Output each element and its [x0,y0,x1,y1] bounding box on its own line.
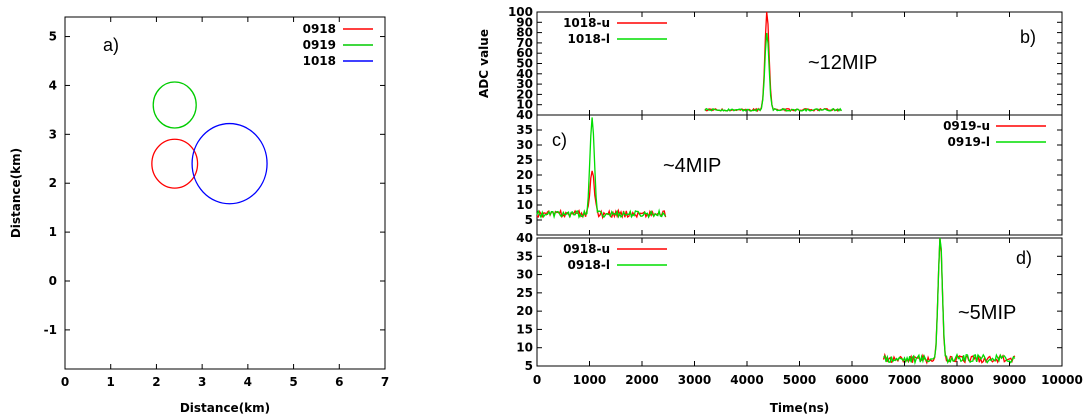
y-tick-label: -1 [44,323,57,337]
y-tick-label: 100 [508,5,533,19]
x-tick-label: 7 [381,375,389,389]
y-tick-label: 35 [516,123,533,137]
y-tick-label: 40 [516,231,533,245]
x-tick-label: 7000 [888,373,921,387]
y-tick-label: 1 [49,225,57,239]
panel-label: a) [103,35,119,55]
circle-1018 [191,122,268,205]
circle-0918 [151,138,199,189]
legend-label: 0919-l [948,135,991,149]
plot-frame [64,16,386,370]
y-tick-label: 70 [516,36,533,50]
y-tick-label: 20 [516,304,533,318]
x-axis-label: Distance(km) [180,401,270,415]
y-tick-label: 3 [49,127,57,141]
waveform-1018-l [704,32,843,112]
x-tick-label: 0 [61,375,69,389]
x-tick-label: 2000 [625,373,658,387]
y-tick-label: 30 [516,77,533,91]
legend-label: 0918-u [563,242,610,256]
y-tick-label: 25 [516,286,533,300]
x-tick-label: 10000 [1041,373,1083,387]
y-tick-label: 80 [516,26,533,40]
mip-annotation: ~4MIP [663,155,721,177]
y-tick-label: 10 [516,98,533,112]
legend-label: 1018-u [563,16,610,30]
x-tick-label: 3000 [678,373,711,387]
y-tick-label: 15 [516,322,533,336]
legend-label: 0918 [303,22,336,36]
waveform-0918-u [882,237,1016,365]
panel-label: d) [1016,248,1032,268]
y-tick-label: 5 [525,213,533,227]
y-axis-label: ADC value [477,29,491,98]
x-tick-label: 8000 [940,373,973,387]
x-tick-label: 1000 [573,373,606,387]
waveform-0919-l [536,117,667,220]
legend-label: 0919-u [943,119,990,133]
y-tick-label: 2 [49,176,57,190]
y-tick-label: 5 [525,359,533,373]
mip-annotation: ~5MIP [958,302,1016,324]
y-tick-label: 40 [516,67,533,81]
waveform-0919-u [536,170,667,220]
legend-label: 0918-l [568,258,611,272]
x-tick-label: 0 [533,373,541,387]
x-tick-label: 1 [107,375,115,389]
y-tick-label: 30 [516,268,533,282]
map-panel: 0 1 2 3 4 5 6 7 -1 0 1 2 3 4 5 Distance(km) Distance(km)… [9,16,389,415]
plot-frame [536,11,1063,116]
x-tick-label: 6 [335,375,343,389]
y-tick-label: 5 [49,30,57,44]
legend-label: 0919 [303,38,336,52]
y-tick-label: 90 [516,15,533,29]
x-tick-label: 5 [289,375,297,389]
y-axis-label: Distance(km) [9,148,23,238]
y-tick-label: 25 [516,153,533,167]
panel-label: c) [552,130,567,150]
plot-frame [536,114,1063,236]
y-tick-label: 35 [516,249,533,263]
x-tick-label: 9000 [993,373,1026,387]
y-tick-label: 40 [516,108,533,122]
x-tick-label: 4 [244,375,252,389]
panel-label: b) [1020,27,1036,47]
adc-panel-0918: 5 10 15 20 25 30 35 40 0 1000 2000 3000 4000 5000 6000… [516,231,1083,415]
mip-annotation: ~12MIP [808,52,877,74]
legend-label: 1018-l [568,32,611,46]
y-tick-label: 50 [516,57,533,71]
y-tick-label: 0 [49,274,57,288]
y-tick-label: 20 [516,168,533,182]
y-tick-label: 30 [516,138,533,152]
x-axis-label: Time(ns) [770,401,830,415]
x-tick-label: 5000 [783,373,816,387]
y-tick-label: 15 [516,183,533,197]
x-tick-label: 2 [152,375,160,389]
y-tick-label: 20 [516,87,533,101]
y-tick-label: 10 [516,341,533,355]
y-tick-label: 4 [49,78,57,92]
x-tick-label: 4000 [730,373,763,387]
x-tick-label: 3 [198,375,206,389]
circle-0919 [152,81,197,129]
waveform-0918-l [883,237,1016,366]
y-tick-label: 10 [516,198,533,212]
x-tick-label: 6000 [835,373,868,387]
legend-label: 1018 [303,54,336,68]
y-tick-label: 60 [516,46,533,60]
